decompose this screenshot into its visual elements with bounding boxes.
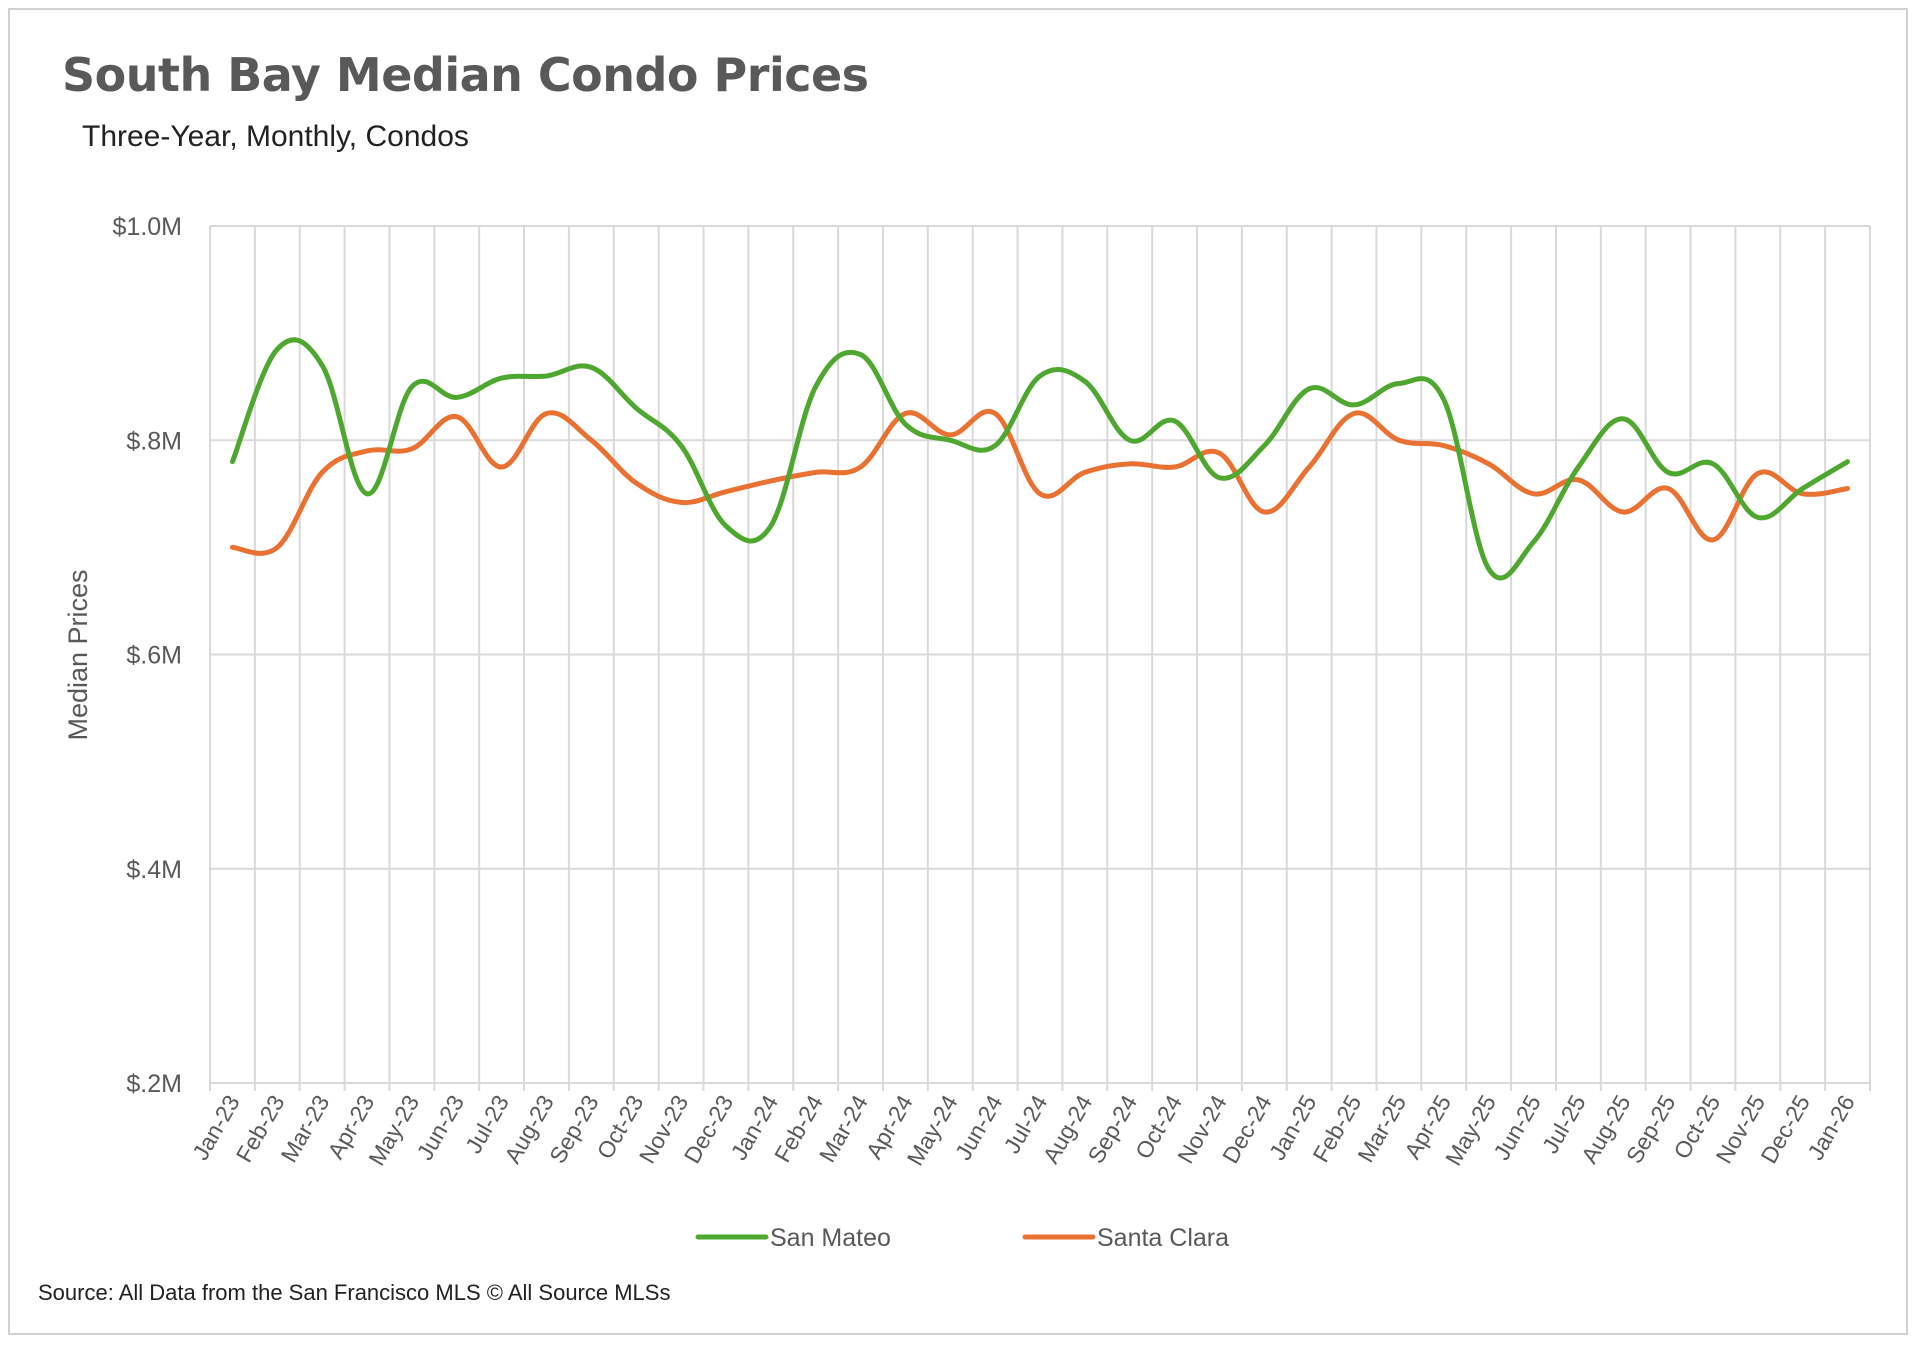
series-line-santa-clara [229,408,1851,556]
chart-title: South Bay Median Condo Prices [62,48,869,102]
chart-subtitle: Three-Year, Monthly, Condos [82,120,469,153]
y-tick-label: $1.0M [113,213,182,241]
y-tick-label: $.2M [126,1070,182,1098]
series-line-san-mateo [229,337,1851,581]
source-note: Source: All Data from the San Francisco … [38,1280,671,1305]
legend-label-san-mateo: San Mateo [770,1224,891,1252]
y-tick-label: $.4M [126,856,182,884]
legend-label-santa-clara: Santa Clara [1097,1224,1229,1252]
chart-frame [8,8,1908,1335]
y-tick-label: $.6M [126,642,182,670]
y-axis-label: Median Prices [63,569,93,740]
y-tick-label: $.8M [126,427,182,455]
